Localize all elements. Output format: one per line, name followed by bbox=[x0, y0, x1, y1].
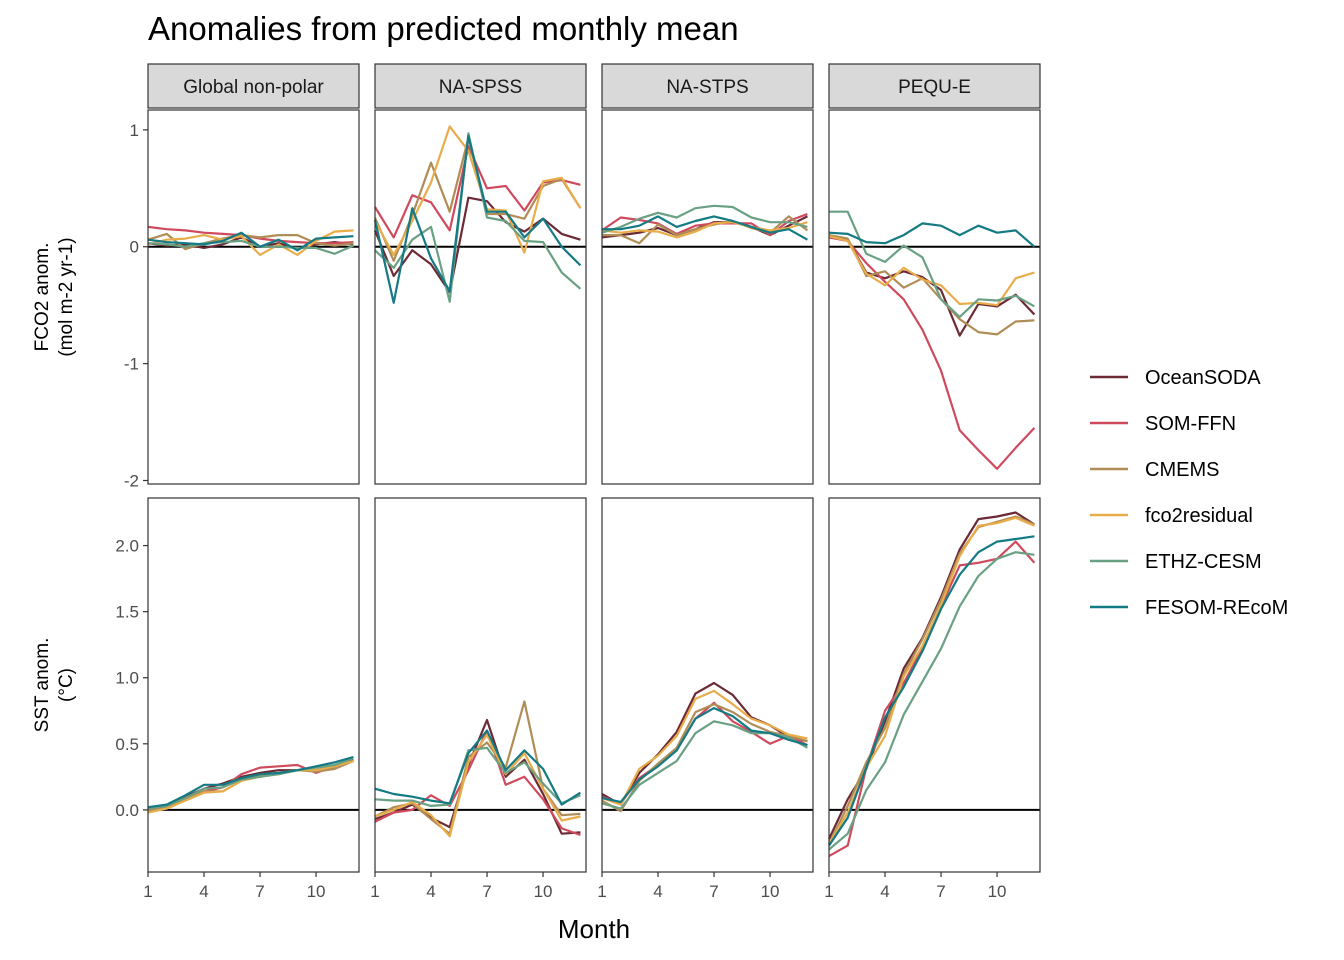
series-line-oceansoda bbox=[374, 718, 581, 835]
panels-layer: FCO2 anom. (mol m-2 yr-1) -2 -1 0 1 SST anom.(… bbox=[32, 63, 1041, 901]
series-line-fco2residual bbox=[601, 221, 808, 239]
y-tick-label: 2.0 bbox=[115, 537, 139, 556]
x-tick-label: 1 bbox=[370, 882, 379, 901]
chart-title: Anomalies from predicted monthly mean bbox=[148, 10, 739, 47]
series-line-fesom-recom bbox=[828, 535, 1035, 847]
panel-fco2-na-stps bbox=[601, 109, 814, 485]
panel-border bbox=[828, 497, 1041, 873]
facet-strip-global-non-polar bbox=[147, 63, 360, 109]
panel-border bbox=[374, 109, 587, 485]
x-tick-label: 7 bbox=[936, 882, 945, 901]
x-tick-label: 10 bbox=[307, 882, 326, 901]
series-line-ethz-cesm bbox=[147, 239, 354, 255]
series-line-fco2residual bbox=[147, 759, 354, 814]
y-tick-label: 1.5 bbox=[115, 603, 139, 622]
panel-border bbox=[601, 497, 814, 873]
x-tick-label: 10 bbox=[761, 882, 780, 901]
panel-border bbox=[828, 109, 1041, 485]
panel-border bbox=[601, 109, 814, 485]
x-tick-label: 4 bbox=[426, 882, 435, 901]
y-axis-title-fco2: FCO2 anom. bbox=[32, 243, 53, 352]
series-line-ethz-cesm bbox=[374, 132, 582, 303]
legend: OceanSODA SOM-FFN CMEMS fco2residual ETHZ-CE… bbox=[1090, 367, 1288, 619]
legend-label: CMEMS bbox=[1145, 459, 1219, 481]
facet-strip-label: NA-STPS bbox=[666, 77, 748, 98]
x-tick-label: 7 bbox=[255, 882, 264, 901]
y-axis-units-fco2: (mol m-2 yr-1) bbox=[56, 237, 77, 356]
series-line-fesom-recom bbox=[374, 729, 581, 806]
panel-fco2-global-non-polar bbox=[147, 109, 360, 485]
y-tick-label: -1 bbox=[124, 355, 139, 374]
series-line-ethz-cesm bbox=[374, 746, 581, 808]
facet-strip-label: PEQU-E bbox=[898, 77, 971, 98]
series-line-cmems bbox=[828, 515, 1035, 845]
x-axis-label: Month bbox=[558, 914, 630, 944]
legend-label: fco2residual bbox=[1145, 505, 1253, 527]
series-line-fesom-recom bbox=[147, 231, 354, 252]
series-line-fesom-recom bbox=[373, 134, 582, 304]
series-line-oceansoda bbox=[828, 511, 1035, 840]
y-tick-label: 1 bbox=[130, 121, 139, 140]
facet-strip-label: Global non-polar bbox=[183, 77, 324, 98]
facet-strip-na-stps bbox=[601, 63, 814, 109]
x-tick-label: 1 bbox=[597, 882, 606, 901]
y-axis-units-sst: (°C) bbox=[56, 668, 77, 702]
series-line-som-ffn bbox=[828, 236, 1036, 470]
series-line-fesom-recom bbox=[602, 215, 808, 241]
series-line-cmems bbox=[374, 700, 581, 835]
y-tick-label: 0.5 bbox=[115, 735, 139, 754]
panel-border bbox=[374, 497, 587, 873]
x-tick-label: 10 bbox=[988, 882, 1007, 901]
x-tick-label: 1 bbox=[824, 882, 833, 901]
y-tick-label: 1.0 bbox=[115, 669, 139, 688]
x-tick-label: 7 bbox=[709, 882, 718, 901]
panel-border bbox=[147, 497, 360, 873]
y-tick-label: 0 bbox=[130, 238, 139, 257]
legend-label: OceanSODA bbox=[1145, 367, 1261, 389]
series-line-fesom-recom bbox=[601, 706, 808, 804]
series-line-fesom-recom bbox=[828, 222, 1036, 248]
series-line-fesom-recom bbox=[147, 755, 354, 809]
y-tick-label: -2 bbox=[124, 471, 139, 490]
series-line-oceansoda bbox=[828, 235, 1036, 337]
series-line-ethz-cesm bbox=[828, 551, 1035, 851]
series-line-ethz-cesm bbox=[147, 757, 354, 810]
x-tick-label: 4 bbox=[199, 882, 208, 901]
x-tick-label: 7 bbox=[482, 882, 491, 901]
legend-label: SOM-FFN bbox=[1145, 413, 1236, 435]
legend-label: FESOM-REcoM bbox=[1145, 597, 1288, 619]
panel-sst-pequ-e: 1 4 7 10 bbox=[824, 497, 1041, 901]
series-line-fco2residual bbox=[601, 689, 808, 806]
series-line-som-ffn bbox=[374, 145, 581, 239]
y-tick-label: 0.0 bbox=[115, 801, 139, 820]
x-tick-label: 1 bbox=[143, 882, 152, 901]
panel-sst-na-spss: 1 4 7 10 bbox=[370, 497, 587, 901]
x-tick-label: 4 bbox=[880, 882, 889, 901]
facet-strip-pequ-e bbox=[828, 63, 1041, 109]
series-line-oceansoda bbox=[373, 196, 581, 294]
series-line-ethz-cesm bbox=[829, 210, 1035, 318]
legend-label: ETHZ-CESM bbox=[1145, 551, 1262, 573]
panel-fco2-na-spss bbox=[373, 109, 587, 485]
facet-strip-label: NA-SPSS bbox=[439, 77, 522, 98]
panel-sst-global-non-polar: 1 4 7 10 bbox=[143, 497, 360, 901]
panel-border bbox=[147, 109, 360, 485]
facet-strip-na-spss bbox=[374, 63, 587, 109]
series-line-cmems bbox=[601, 703, 808, 813]
x-tick-label: 4 bbox=[653, 882, 662, 901]
y-axis-title-sst: SST anom. bbox=[32, 638, 53, 733]
series-line-ethz-cesm bbox=[601, 204, 808, 234]
panel-sst-na-stps: 1 4 7 10 bbox=[597, 497, 814, 901]
panel-fco2-pequ-e bbox=[828, 109, 1041, 485]
x-tick-label: 10 bbox=[534, 882, 553, 901]
